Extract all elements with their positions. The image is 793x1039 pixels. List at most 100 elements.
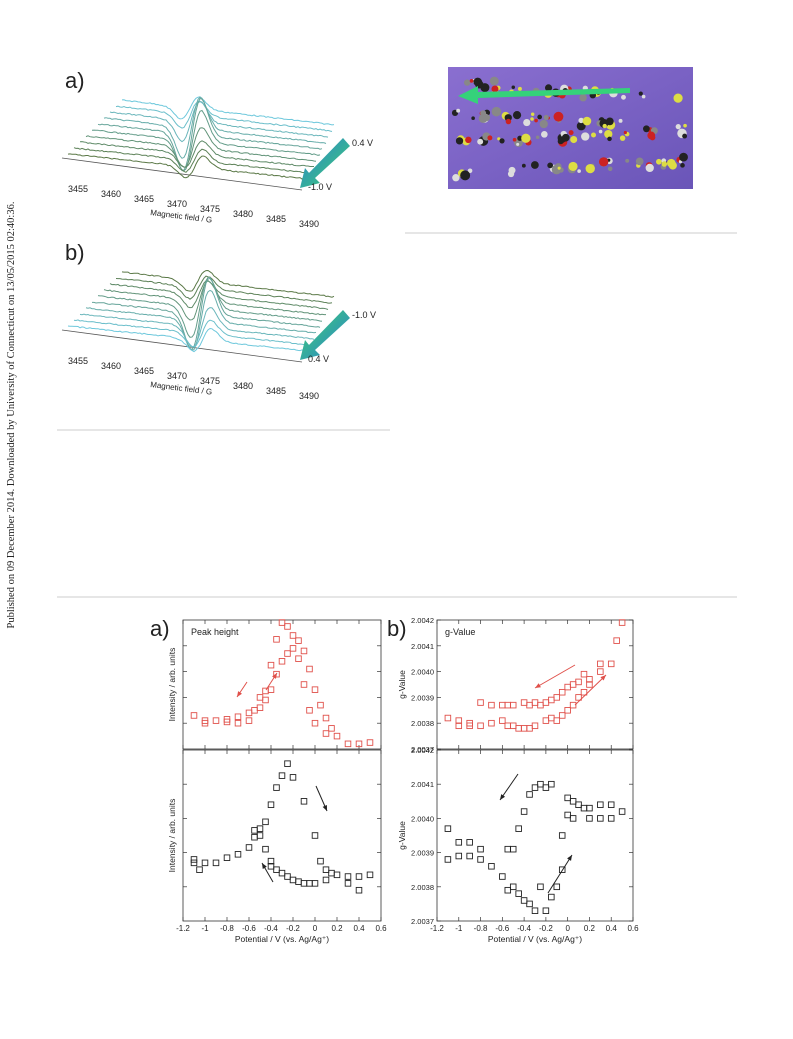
point <box>477 856 484 863</box>
atom <box>661 161 668 167</box>
atom <box>625 158 630 163</box>
sidebar-note: Published on 09 December 2014. Downloade… <box>6 202 17 629</box>
point <box>509 722 517 730</box>
sweep-arrow <box>574 674 607 706</box>
point <box>251 833 258 841</box>
point <box>328 725 335 732</box>
point <box>278 772 286 779</box>
point <box>311 686 319 693</box>
x-axis-label: Potential / V (vs. Ag/Ag⁺) <box>488 934 582 944</box>
atom <box>579 93 587 102</box>
point <box>520 897 528 904</box>
point <box>444 825 452 832</box>
x-tick-label: 0.4 <box>353 924 365 933</box>
atom <box>489 76 499 86</box>
spectrum <box>97 276 323 338</box>
point <box>328 869 335 877</box>
field-tick-label: 3490 <box>299 391 319 401</box>
point <box>306 707 313 714</box>
point <box>322 876 330 884</box>
point <box>526 900 533 908</box>
x-tick-label: -1.2 <box>176 924 190 933</box>
atom <box>577 169 581 173</box>
point <box>273 670 280 678</box>
point <box>597 801 604 808</box>
atom <box>553 111 564 122</box>
panel-title: Peak height <box>191 627 239 637</box>
spectrum <box>103 96 327 159</box>
arrow-head <box>262 863 267 869</box>
point <box>300 798 308 805</box>
arrow-head <box>272 673 277 679</box>
atom <box>604 129 613 139</box>
field-tick-label: 3470 <box>167 199 187 209</box>
point <box>201 859 209 867</box>
atom <box>581 132 590 141</box>
point <box>558 712 566 719</box>
point <box>322 714 330 722</box>
point <box>537 883 544 891</box>
field-tick-label: 3490 <box>299 219 319 229</box>
point <box>278 869 286 877</box>
point <box>273 784 280 791</box>
sweep-arrow <box>300 138 350 188</box>
point <box>580 804 588 812</box>
y-tick-label: 2.0039 <box>411 849 434 858</box>
point <box>520 699 528 706</box>
point <box>515 825 522 832</box>
x-tick-label: -0.4 <box>517 924 531 933</box>
point <box>531 907 539 914</box>
spectrum <box>73 319 310 348</box>
point <box>564 707 571 714</box>
atom <box>675 124 681 130</box>
point <box>262 687 269 695</box>
point <box>575 801 582 808</box>
point <box>295 878 302 885</box>
point <box>295 655 302 662</box>
point <box>597 668 604 675</box>
point <box>289 774 297 781</box>
plot-frame <box>182 749 382 922</box>
point <box>607 660 615 668</box>
point <box>548 780 555 788</box>
point <box>548 696 555 704</box>
point <box>289 632 297 639</box>
point <box>273 866 280 873</box>
point <box>569 815 577 822</box>
point <box>333 871 341 879</box>
atom <box>521 163 526 168</box>
point <box>256 825 264 832</box>
point <box>564 811 571 819</box>
atom <box>570 135 578 144</box>
spectrum <box>73 147 311 174</box>
atom <box>473 77 483 87</box>
sweep-end: 0.4 V <box>308 354 329 364</box>
point <box>580 688 588 696</box>
point <box>245 717 253 724</box>
spectrum <box>92 277 321 351</box>
point <box>196 866 203 873</box>
field-tick-label: 3465 <box>134 366 154 376</box>
atom <box>578 117 584 124</box>
atom <box>511 85 516 90</box>
point <box>607 815 615 822</box>
y-tick-label: 2.0037 <box>411 917 434 926</box>
point <box>267 863 275 870</box>
point <box>499 717 506 724</box>
spectrum <box>67 153 309 180</box>
y-axis-label: Intensity / arb. units <box>167 799 177 873</box>
atom <box>618 118 623 123</box>
point <box>618 619 626 626</box>
atom <box>465 136 472 144</box>
field-tick-label: 3475 <box>200 376 220 386</box>
x-tick-label: -0.6 <box>242 924 256 933</box>
point <box>284 873 291 880</box>
plot-frame <box>436 619 634 750</box>
x-tick-label: 0 <box>313 924 318 933</box>
point <box>245 844 253 851</box>
atom <box>568 130 574 136</box>
spectrum <box>91 109 321 172</box>
point <box>569 798 577 805</box>
point <box>201 717 209 724</box>
point <box>355 886 363 894</box>
